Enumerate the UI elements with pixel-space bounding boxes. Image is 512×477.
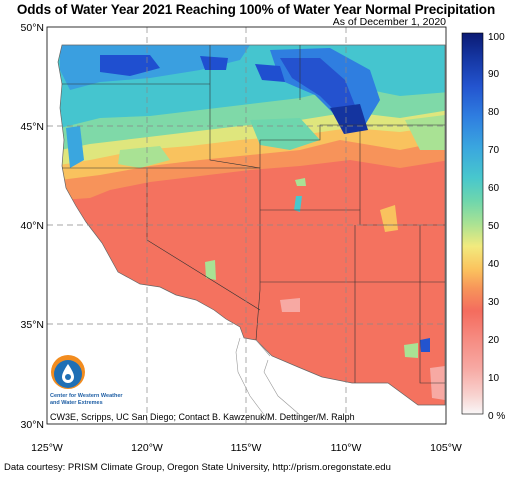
graticule bbox=[47, 27, 446, 424]
colorbar-label-40: 40 bbox=[488, 259, 500, 270]
colorbar-label-100: 100 bbox=[488, 32, 505, 43]
colorbar-label-10: 10 bbox=[488, 373, 500, 384]
map-frame bbox=[46, 26, 447, 425]
baja-outline bbox=[235, 337, 301, 421]
lon-label-110: 110°W bbox=[331, 442, 362, 454]
longitude-labels: 125°W 120°W 115°W 110°W 105°W bbox=[31, 442, 462, 454]
lat-label-30: 30°N bbox=[21, 419, 44, 431]
coastline bbox=[57, 44, 446, 406]
colorbar-label-20: 20 bbox=[488, 335, 500, 346]
colorbar-label-60: 60 bbox=[488, 183, 500, 194]
colorbar-gradient bbox=[461, 32, 484, 415]
attribution-text: CW3E, Scripps, UC San Diego; Contact B. … bbox=[50, 412, 355, 422]
cw3e-logo: Center for Western Weather and Water Ext… bbox=[50, 355, 123, 406]
map-subtitle: As of December 1, 2020 bbox=[332, 16, 446, 28]
colorbar: 100 90 80 70 60 50 40 30 20 10 0 % bbox=[461, 32, 505, 422]
lat-label-45: 45°N bbox=[21, 121, 44, 133]
colorbar-label-90: 90 bbox=[488, 69, 500, 80]
colorbar-label-80: 80 bbox=[488, 107, 500, 118]
lat-label-40: 40°N bbox=[21, 220, 44, 232]
lon-label-105: 105°W bbox=[430, 442, 462, 454]
lat-label-35: 35°N bbox=[21, 319, 44, 331]
logo-text-line1: Center for Western Weather bbox=[50, 393, 123, 399]
lon-label-120: 120°W bbox=[131, 442, 163, 454]
lon-label-125: 125°W bbox=[31, 442, 63, 454]
colorbar-label-50: 50 bbox=[488, 221, 500, 232]
latitude-labels: 50°N 45°N 40°N 35°N 30°N bbox=[21, 22, 44, 431]
lat-label-50: 50°N bbox=[21, 22, 44, 34]
colorbar-label-0: 0 % bbox=[488, 411, 505, 422]
logo-text-line2: and Water Extremes bbox=[50, 400, 103, 406]
lon-label-115: 115°W bbox=[231, 442, 262, 454]
map-title: Odds of Water Year 2021 Reaching 100% of… bbox=[16, 2, 496, 17]
data-source-credit: Data courtesy: PRISM Climate Group, Oreg… bbox=[4, 462, 391, 473]
probability-field bbox=[58, 45, 445, 405]
colorbar-label-30: 30 bbox=[488, 297, 500, 308]
colorbar-label-70: 70 bbox=[488, 145, 500, 156]
